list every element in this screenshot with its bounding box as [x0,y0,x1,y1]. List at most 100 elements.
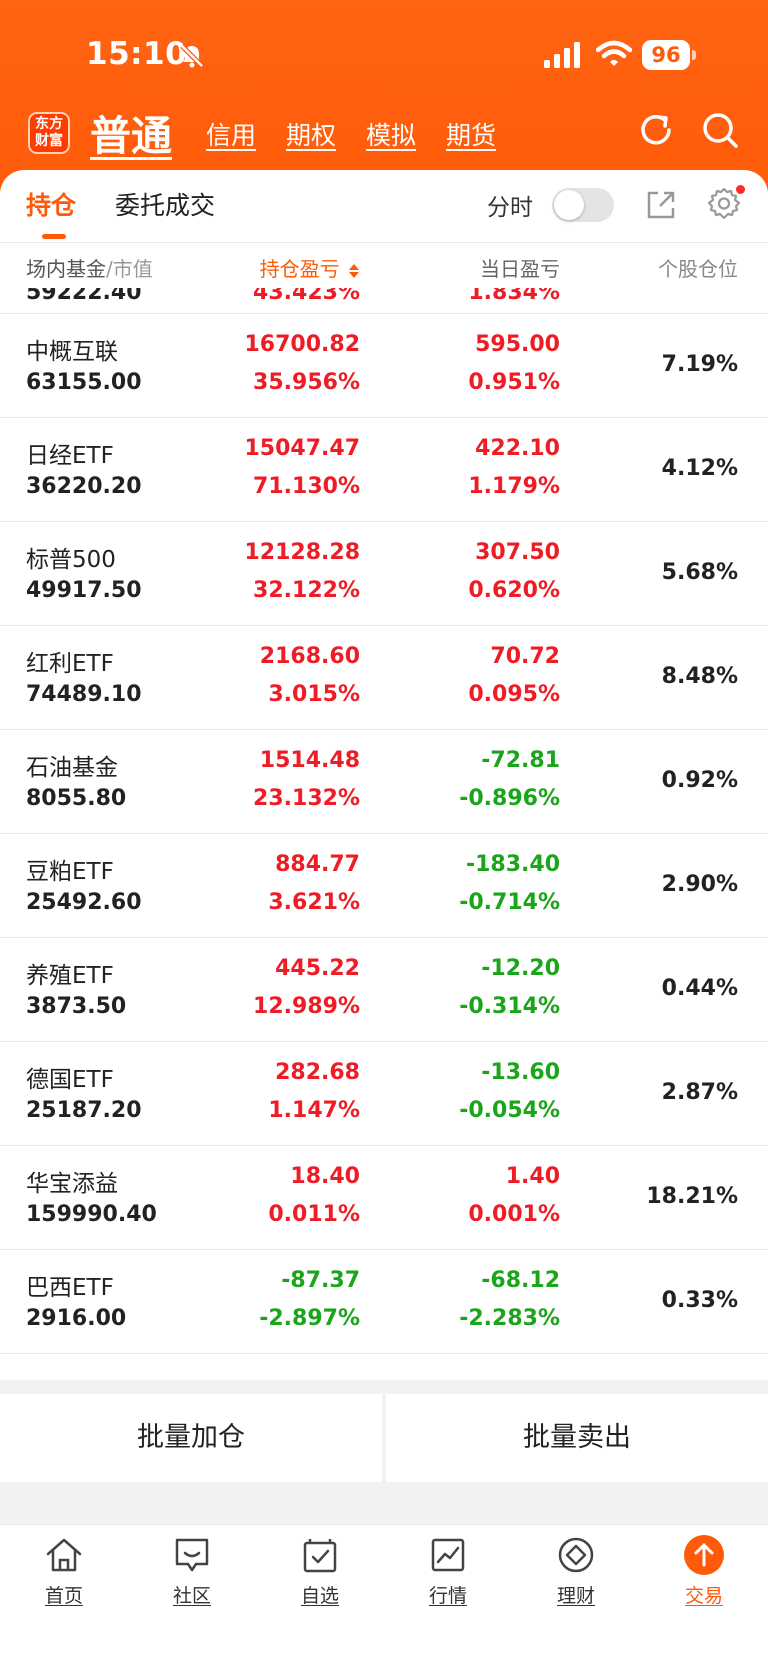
col-market-value-label: 市值 [112,257,153,281]
daily-pl-rate: -0.314% [459,994,560,1019]
batch-sell-button[interactable]: 批量卖出 [386,1394,768,1482]
nav-wealth[interactable]: 理财 [512,1525,640,1635]
search-icon[interactable] [700,110,740,150]
holding-pl-rate: 1.147% [268,1098,360,1123]
daily-pl-rate: 1.179% [468,474,560,499]
position-weight: 5.68% [661,560,738,585]
holding-pl-rate: 3.015% [268,682,360,707]
table-row[interactable]: 日经ETF 36220.20 15047.47 71.130% 422.10 1.179%… [0,418,768,522]
table-row[interactable]: 59222.40 43.423% 1.834% [0,288,768,314]
nav-watchlist[interactable]: 自选 [256,1525,384,1635]
market-icon [431,1538,465,1572]
col-weight-header[interactable]: 个股仓位 [658,257,738,281]
holding-pl-rate: 32.122% [253,578,360,603]
nav-label: 社区 [172,1585,211,1607]
table-row[interactable]: 养殖ETF 3873.50 445.22 12.989% -12.20 -0.314% 0.… [0,938,768,1042]
batch-add-button[interactable]: 批量加仓 [0,1394,382,1482]
fund-name: 中概互联 [26,339,118,365]
holdings-list: 59222.40 43.423% 1.834% 中概互联 63155.00 1670… [0,288,768,1380]
status-time: 15:10 [86,36,188,72]
gear-icon[interactable] [706,186,742,222]
market-value: 36220.20 [26,474,142,499]
daily-pl: -183.40 [465,852,560,877]
col-holding-pl-header[interactable]: 持仓盈亏 [260,253,360,282]
wifi-icon [596,40,632,66]
account-tab-credit[interactable]: 信用 [206,121,257,150]
wealth-icon [558,1537,594,1573]
daily-pl: 70.72 [490,644,560,669]
table-row[interactable]: 巴西ETF 2916.00 -87.37 -2.897% -68.12 -2.283% 0.… [0,1250,768,1354]
daily-pl-rate: -0.896% [459,786,560,811]
market-value: 25187.20 [26,1098,142,1123]
signal-icon [544,42,580,68]
position-weight: 2.87% [661,1080,738,1105]
holding-pl: 12128.28 [244,540,360,565]
table-row[interactable]: 德国ETF 25187.20 282.68 1.147% -13.60 -0.054% 2.… [0,1042,768,1146]
tab-orders[interactable]: 委托成交 [115,191,216,220]
position-weight: 7.19% [661,352,738,377]
column-header: 场内基金/市值 持仓盈亏 当日盈亏 个股仓位 [0,242,768,288]
fund-name: 德国ETF [26,1067,114,1093]
daily-pl-rate: 0.095% [468,682,560,707]
account-tab-normal[interactable]: 普通 [90,112,172,160]
account-tab-futures[interactable]: 期货 [446,121,497,150]
table-row[interactable]: 华宝添益 159990.40 18.40 0.011% 1.40 0.001% 18.21% [0,1146,768,1250]
share-icon[interactable] [644,188,678,222]
account-tab-simulated[interactable]: 模拟 [366,121,417,150]
daily-pl-rate: -0.054% [459,1098,560,1123]
holding-pl-rate: 12.989% [253,994,360,1019]
daily-pl: -13.60 [481,1060,560,1085]
holding-pl: 16700.82 [244,332,360,357]
sub-tabs: 持仓 委托成交 分时 [0,170,768,240]
holding-pl-rate: 35.956% [253,370,360,395]
tab-holdings[interactable]: 持仓 [26,191,77,220]
nav-trade[interactable]: 交易 [640,1525,768,1635]
daily-pl-rate: 1.834% [468,288,560,305]
table-row[interactable]: 中概互联 63155.00 16700.82 35.956% 595.00 0.951% 7… [0,314,768,418]
market-value: 59222.40 [26,288,142,305]
bottom-nav: 首页 社区 自选 行情 [0,1524,768,1669]
tab-active-indicator [42,234,66,239]
intraday-toggle[interactable] [552,188,614,222]
nav-label: 自选 [300,1585,339,1607]
position-weight: 2.90% [661,872,738,897]
fund-name: 豆粕ETF [26,859,114,885]
nav-community[interactable]: 社区 [128,1525,256,1635]
table-row[interactable]: 豆粕ETF 25492.60 884.77 3.621% -183.40 -0.714% 2… [0,834,768,938]
daily-pl: 422.10 [475,436,560,461]
col-name-label: 场内基金 [26,257,106,281]
market-value: 3873.50 [26,994,127,1019]
refresh-icon[interactable] [636,110,676,150]
fund-name: 养殖ETF [26,963,114,989]
trade-icon [694,1543,714,1567]
table-row[interactable]: 标普500 49917.50 12128.28 32.122% 307.50 0.620%… [0,522,768,626]
toggle-knob [554,190,584,220]
account-tab-options[interactable]: 期权 [286,121,337,150]
daily-pl-rate: 0.620% [468,578,560,603]
community-icon [175,1538,209,1572]
watchlist-icon [303,1539,337,1573]
table-row[interactable]: 石油基金 8055.80 1514.48 23.132% -72.81 -0.896% 0.… [0,730,768,834]
fund-name: 日经ETF [26,443,114,469]
sort-icon [349,263,359,278]
nav-label: 理财 [556,1585,595,1607]
col-holding-pl-label: 持仓盈亏 [259,257,340,281]
fund-name: 石油基金 [26,755,118,781]
account-type-bar: 东方 财富 普通 信用 期权 模拟 期货 [0,100,768,170]
holding-pl: 1514.48 [259,748,360,773]
holding-pl: 2168.60 [259,644,360,669]
col-name-header[interactable]: 场内基金/市值 [26,253,153,282]
holding-pl-rate: 3.621% [268,890,360,915]
table-row[interactable]: 红利ETF 74489.10 2168.60 3.015% 70.72 0.095% 8.4… [0,626,768,730]
holding-pl: 282.68 [275,1060,360,1085]
app-logo: 东方 财富 [28,112,70,154]
nav-market[interactable]: 行情 [384,1525,512,1635]
col-daily-pl-header[interactable]: 当日盈亏 [480,257,560,281]
nav-home[interactable]: 首页 [0,1525,128,1635]
holding-pl: 15047.47 [244,436,360,461]
holdings-panel: 持仓 委托成交 分时 场内基金/市值 持仓盈亏 [0,170,768,1380]
daily-pl-rate: -0.714% [459,890,560,915]
daily-pl-rate: -2.283% [459,1306,560,1331]
market-value: 74489.10 [26,682,142,707]
battery-indicator: 96 [642,40,690,70]
